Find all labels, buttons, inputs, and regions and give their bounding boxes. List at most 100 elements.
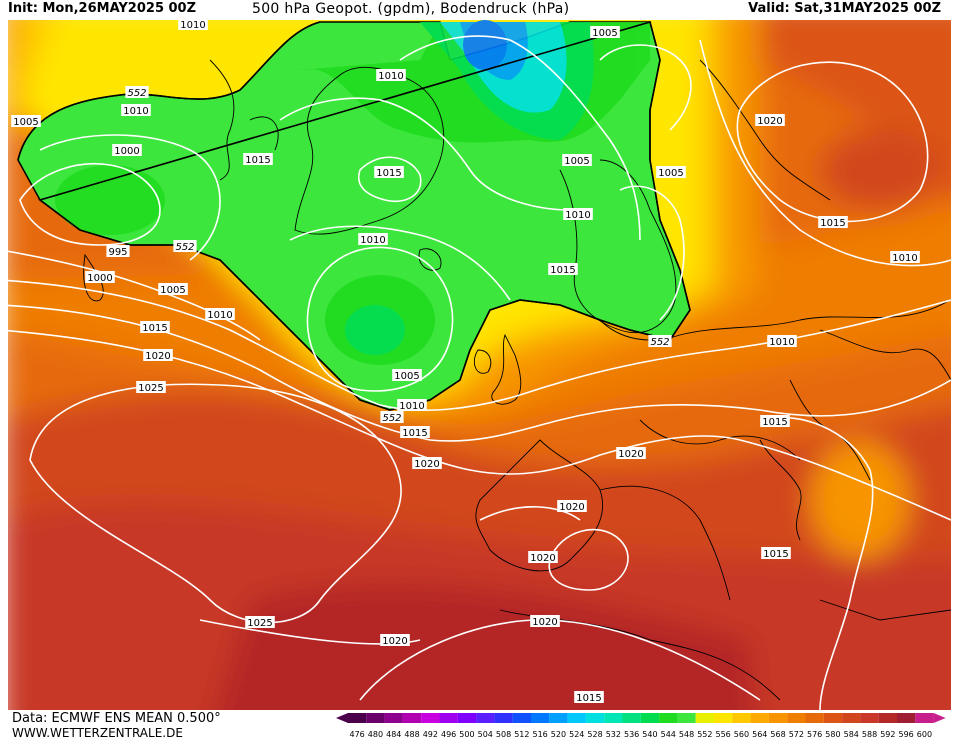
colorbar-label: 596: [899, 730, 914, 739]
colorbar-label: 532: [606, 730, 621, 739]
svg-text:1015: 1015: [550, 265, 575, 276]
svg-text:1025: 1025: [247, 618, 272, 629]
colorbar-swatch: [897, 713, 916, 723]
colorbar-swatch: [915, 713, 934, 723]
isobar-label: 1015: [548, 263, 578, 276]
colorbar-swatch: [348, 713, 367, 723]
svg-text:1015: 1015: [376, 168, 401, 179]
isobar-label: 1005: [562, 154, 592, 167]
colorbar-swatch: [585, 713, 605, 723]
colorbar-swatch: [384, 713, 403, 723]
colorbar-label: 476: [350, 730, 365, 739]
svg-text:1020: 1020: [757, 116, 782, 127]
svg-text:1000: 1000: [114, 146, 139, 157]
colorbar-label: 492: [423, 730, 438, 739]
svg-text:1000: 1000: [87, 273, 112, 284]
svg-text:1015: 1015: [142, 323, 167, 334]
colorbar-swatch: [842, 713, 861, 723]
isobar-label: 1005: [590, 26, 620, 39]
colorbar-arrow-left: [336, 713, 348, 723]
svg-text:1015: 1015: [820, 218, 845, 229]
map-title: 500 hPa Geopot. (gpdm), Bodendruck (hPa): [252, 1, 570, 17]
weather-map: 1010 1005 1010 552 1005 1010 1000 1015 1015 1005 1…: [8, 20, 951, 710]
isobar-label: 1000: [112, 144, 142, 157]
isobar-label: 1015: [818, 216, 848, 229]
svg-text:1005: 1005: [394, 371, 419, 382]
colorbar-label: 496: [441, 730, 456, 739]
valid-time: Valid: Sat,31MAY2025 00Z: [748, 1, 941, 16]
isobar-label: 1015: [760, 415, 790, 428]
isobar-label: 1020: [380, 634, 410, 647]
isobar-label: 1015: [140, 321, 170, 334]
colorbar-swatch: [823, 713, 843, 723]
colorbar-label: 512: [514, 730, 529, 739]
isobar-label: 1010: [205, 308, 235, 321]
isobar-label: 995: [106, 245, 130, 258]
colorbar-swatch: [659, 713, 678, 723]
colorbar-label: 576: [807, 730, 822, 739]
colorbar-swatch: [732, 713, 751, 723]
isobars: [8, 35, 951, 710]
colorbar-label: 548: [679, 730, 694, 739]
svg-text:1015: 1015: [762, 417, 787, 428]
colorbar-swatch: [457, 713, 477, 723]
isobar-label: 1020: [528, 551, 558, 564]
data-source: Data: ECMWF ENS MEAN 0.500°: [12, 711, 221, 726]
svg-text:1015: 1015: [402, 428, 427, 439]
colorbar-label: 592: [880, 730, 895, 739]
isobar-label: 1020: [557, 500, 587, 513]
colorbar-label: 528: [587, 730, 602, 739]
colorbar-label: 500: [459, 730, 474, 739]
isobar-label: 1020: [143, 349, 173, 362]
svg-text:995: 995: [108, 247, 127, 258]
isobar-label: 1005: [158, 283, 188, 296]
isobar-label: 1025: [136, 381, 166, 394]
svg-text:1015: 1015: [245, 155, 270, 166]
isobar-label: 1010: [767, 335, 797, 348]
svg-text:1010: 1010: [892, 253, 917, 264]
svg-text:1015: 1015: [576, 693, 601, 704]
svg-text:1020: 1020: [382, 636, 407, 647]
colorbar-swatch: [494, 713, 513, 723]
svg-text:552: 552: [127, 88, 146, 99]
svg-text:1005: 1005: [160, 285, 185, 296]
svg-text:1010: 1010: [207, 310, 232, 321]
colorbar-swatch: [604, 713, 623, 723]
isobar-label: 552: [173, 240, 197, 253]
svg-text:1010: 1010: [123, 106, 148, 117]
isobar-labels: 1010 1005 1010 552 1005 1010 1000 1015 1015 1005 1…: [11, 20, 920, 704]
colorbar-label: 568: [770, 730, 785, 739]
colorbar-swatch: [531, 713, 550, 723]
map-footer: Data: ECMWF ENS MEAN 0.500° WWW.WETTERZE…: [0, 710, 959, 741]
colorbar-swatch: [421, 713, 440, 723]
color-scale: 476 480 484 488 492 496 500 504 508 512 516 520 524 5…: [336, 713, 946, 739]
colorbar-swatch: [549, 713, 568, 723]
svg-text:1010: 1010: [399, 401, 424, 412]
isobar-label: 1000: [85, 271, 115, 284]
coastlines: [83, 59, 951, 701]
colorbar-swatch: [787, 713, 806, 723]
isobar-label: 1005: [11, 115, 41, 128]
isobar-label: 1015: [243, 153, 273, 166]
colorbar-swatch: [860, 713, 879, 723]
website-credit: WWW.WETTERZENTRALE.DE: [12, 726, 183, 740]
isobar-label: 1010: [178, 20, 208, 31]
colorbar-label: 600: [917, 730, 932, 739]
colorbar-swatch: [805, 713, 824, 723]
svg-text:552: 552: [650, 337, 669, 348]
colorbar-swatch: [366, 713, 385, 723]
isobar-label: 1020: [755, 114, 785, 127]
svg-text:1010: 1010: [180, 20, 205, 31]
colorbar-label: 536: [624, 730, 639, 739]
colorbar-label: 584: [844, 730, 859, 739]
colorbar-swatch: [622, 713, 641, 723]
colorbar-swatch: [695, 713, 714, 723]
svg-text:1005: 1005: [564, 156, 589, 167]
svg-text:1025: 1025: [138, 383, 163, 394]
svg-text:1010: 1010: [360, 235, 385, 246]
isobar-label: 1010: [358, 233, 388, 246]
colorbar-label: 588: [862, 730, 877, 739]
isobar-label: 1020: [616, 447, 646, 460]
colorbar-label: 484: [386, 730, 401, 739]
colorbar-label: 560: [734, 730, 749, 739]
